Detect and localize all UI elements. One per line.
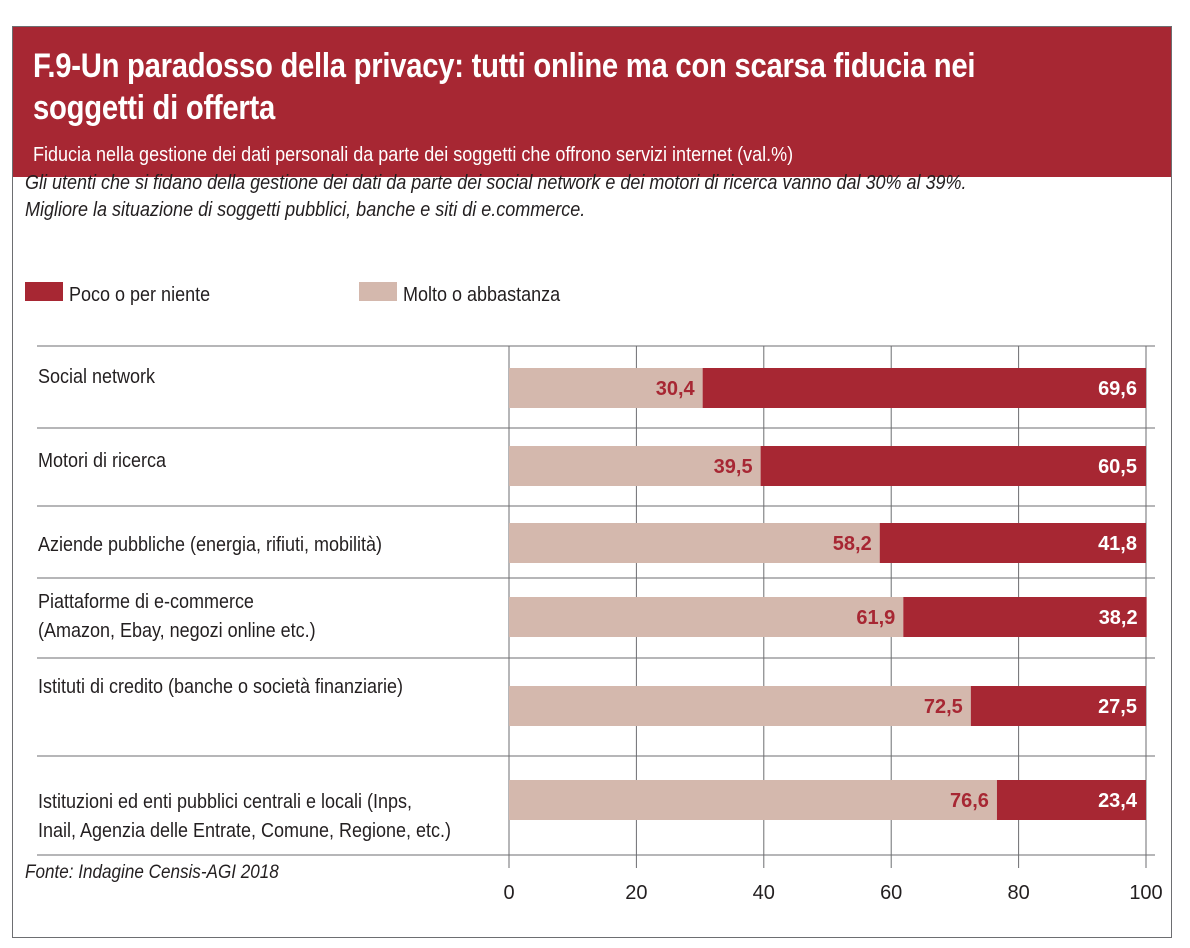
legend-label-molto: Molto o abbastanza xyxy=(403,284,561,306)
legend-swatch-molto xyxy=(359,282,397,301)
data-label-molto: 76,6 xyxy=(950,790,989,812)
bar-molto xyxy=(509,446,761,486)
data-label-molto: 72,5 xyxy=(924,696,963,718)
category-label: Piattaforme di e-commerce xyxy=(38,591,254,613)
data-label-poco: 69,6 xyxy=(1098,378,1137,400)
legend-swatch-poco xyxy=(25,282,63,301)
x-tick-label: 20 xyxy=(625,882,647,904)
category-label: Istituti di credito (banche o società fi… xyxy=(38,676,403,698)
data-label-molto: 61,9 xyxy=(856,607,895,629)
bar-poco xyxy=(903,597,1147,637)
data-label-poco: 41,8 xyxy=(1098,533,1137,555)
legend-label-poco: Poco o per niente xyxy=(69,284,211,306)
chart-note: Gli utenti che si fidano della gestione … xyxy=(25,172,967,221)
chart-header: F.9-Un paradosso della privacy: tutti on… xyxy=(13,27,1171,177)
data-label-molto: 30,4 xyxy=(656,378,696,400)
x-tick-label: 40 xyxy=(753,882,775,904)
bar-molto xyxy=(509,686,971,726)
bar-poco xyxy=(702,368,1146,408)
bar-poco xyxy=(970,686,1146,726)
bar-poco xyxy=(879,523,1146,563)
bar-molto xyxy=(509,523,880,563)
x-tick-label: 100 xyxy=(1129,882,1162,904)
category-label: Social network xyxy=(38,366,155,388)
category-label: Motori di ricerca xyxy=(38,450,166,472)
x-tick-label: 60 xyxy=(880,882,902,904)
chart-subtitle: Fiducia nella gestione dei dati personal… xyxy=(33,144,794,166)
data-label-poco: 60,5 xyxy=(1098,456,1137,478)
bar-molto xyxy=(509,780,997,820)
bar-molto xyxy=(509,597,904,637)
category-label: Inail, Agenzia delle Entrate, Comune, Re… xyxy=(38,820,451,842)
data-label-poco: 38,2 xyxy=(1099,607,1138,629)
data-label-poco: 27,5 xyxy=(1098,696,1137,718)
category-label: Istituzioni ed enti pubblici centrali e … xyxy=(38,791,412,813)
category-label: (Amazon, Ebay, negozi online etc.) xyxy=(38,620,316,642)
category-label: Aziende pubbliche (energia, rifiuti, mob… xyxy=(38,534,382,556)
bar-molto xyxy=(509,368,703,408)
data-label-molto: 58,2 xyxy=(833,533,872,555)
data-label-poco: 23,4 xyxy=(1098,790,1138,812)
chart-source: Fonte: Indagine Censis-AGI 2018 xyxy=(25,862,279,883)
chart-title: F.9-Un paradosso della privacy: tutti on… xyxy=(33,47,976,127)
bar-poco xyxy=(996,780,1146,820)
bar-poco xyxy=(760,446,1146,486)
x-tick-label: 0 xyxy=(503,882,514,904)
data-label-molto: 39,5 xyxy=(714,456,753,478)
x-tick-label: 80 xyxy=(1007,882,1029,904)
